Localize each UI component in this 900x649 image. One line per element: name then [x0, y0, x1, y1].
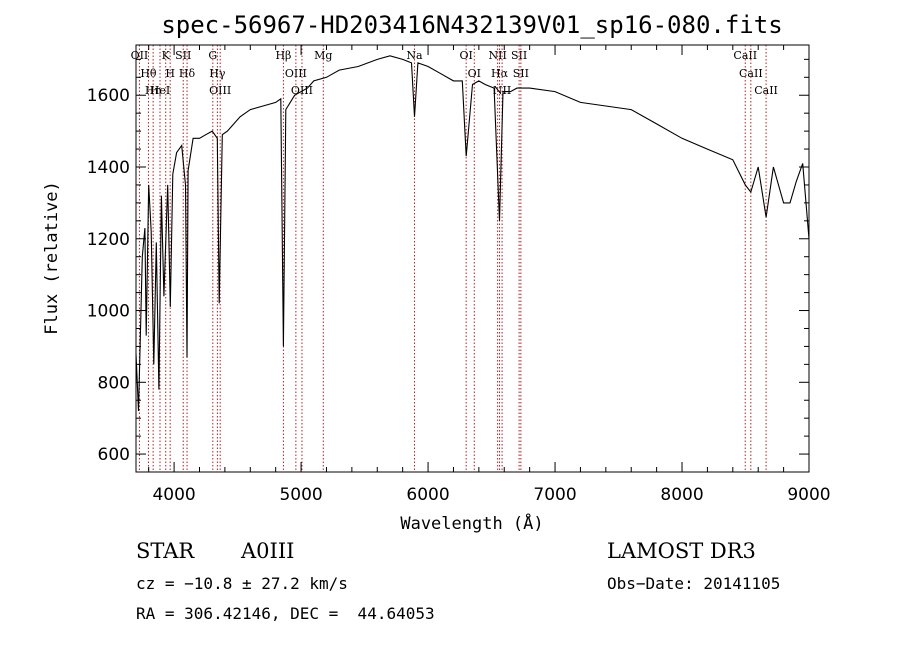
- object-subclass: A0III: [241, 539, 295, 563]
- y-tick-label: 1600: [87, 86, 130, 106]
- y-axis-label: Flux (relative): [42, 181, 62, 335]
- line-label: Hδ: [179, 67, 196, 80]
- line-label: H: [165, 67, 175, 80]
- y-tick-label: 600: [98, 445, 130, 465]
- x-tick-label: 6000: [406, 485, 449, 505]
- x-tick-label: 8000: [660, 485, 703, 505]
- y-tick-label: 1000: [87, 302, 130, 322]
- x-tick-label: 9000: [787, 485, 830, 505]
- x-axis-label: Wavelength (Å): [400, 512, 543, 534]
- line-label: G: [208, 49, 217, 62]
- line-label: SII: [175, 49, 191, 62]
- line-label: OIII: [285, 67, 307, 80]
- line-label: SII: [511, 49, 527, 62]
- line-label: Na: [406, 49, 423, 62]
- line-label: OI: [468, 67, 481, 80]
- line-label: OIII: [209, 84, 231, 97]
- plot-frame: [135, 44, 810, 473]
- y-axis: 600 800 1000 1200 1400 1600: [87, 58, 809, 465]
- line-label: HeI: [150, 84, 170, 97]
- x-axis: 4000 5000 6000 7000 8000 9000: [148, 45, 831, 505]
- chart-title: spec-56967-HD203416N432139V01_sp16-080.f…: [161, 11, 782, 39]
- x-tick-label: 7000: [533, 485, 576, 505]
- y-tick-label: 1200: [87, 230, 130, 250]
- object-class: STAR: [136, 539, 195, 563]
- line-label: Hη: [145, 84, 161, 97]
- observation-date: Obs−Date: 20141105: [607, 574, 781, 593]
- survey-name: LAMOST DR3: [607, 539, 756, 563]
- line-label: NII: [493, 84, 511, 97]
- y-tick-label: 1400: [87, 158, 130, 178]
- line-label: CaII: [754, 84, 778, 97]
- line-label: CaII: [733, 49, 757, 62]
- line-label: Hα: [491, 67, 509, 80]
- line-label: CaII: [739, 67, 763, 80]
- line-label: K: [162, 49, 171, 62]
- spectrum-line: [135, 55, 810, 412]
- y-tick-label: 800: [98, 373, 130, 393]
- line-label: Hγ: [209, 67, 226, 80]
- line-label: OI: [459, 49, 472, 62]
- line-label: SII: [513, 67, 529, 80]
- line-label: OII: [131, 49, 149, 62]
- line-label: Hθ: [140, 67, 157, 80]
- line-label: NII: [488, 49, 506, 62]
- x-tick-label: 5000: [279, 485, 322, 505]
- x-tick-label: 4000: [152, 485, 195, 505]
- line-label: Hβ: [275, 49, 291, 62]
- redshift-cz: cz = −10.8 ± 27.2 km/s: [136, 574, 348, 593]
- coordinates: RA = 306.42146, DEC = 44.64053: [136, 604, 435, 623]
- line-label: Mg: [314, 49, 332, 62]
